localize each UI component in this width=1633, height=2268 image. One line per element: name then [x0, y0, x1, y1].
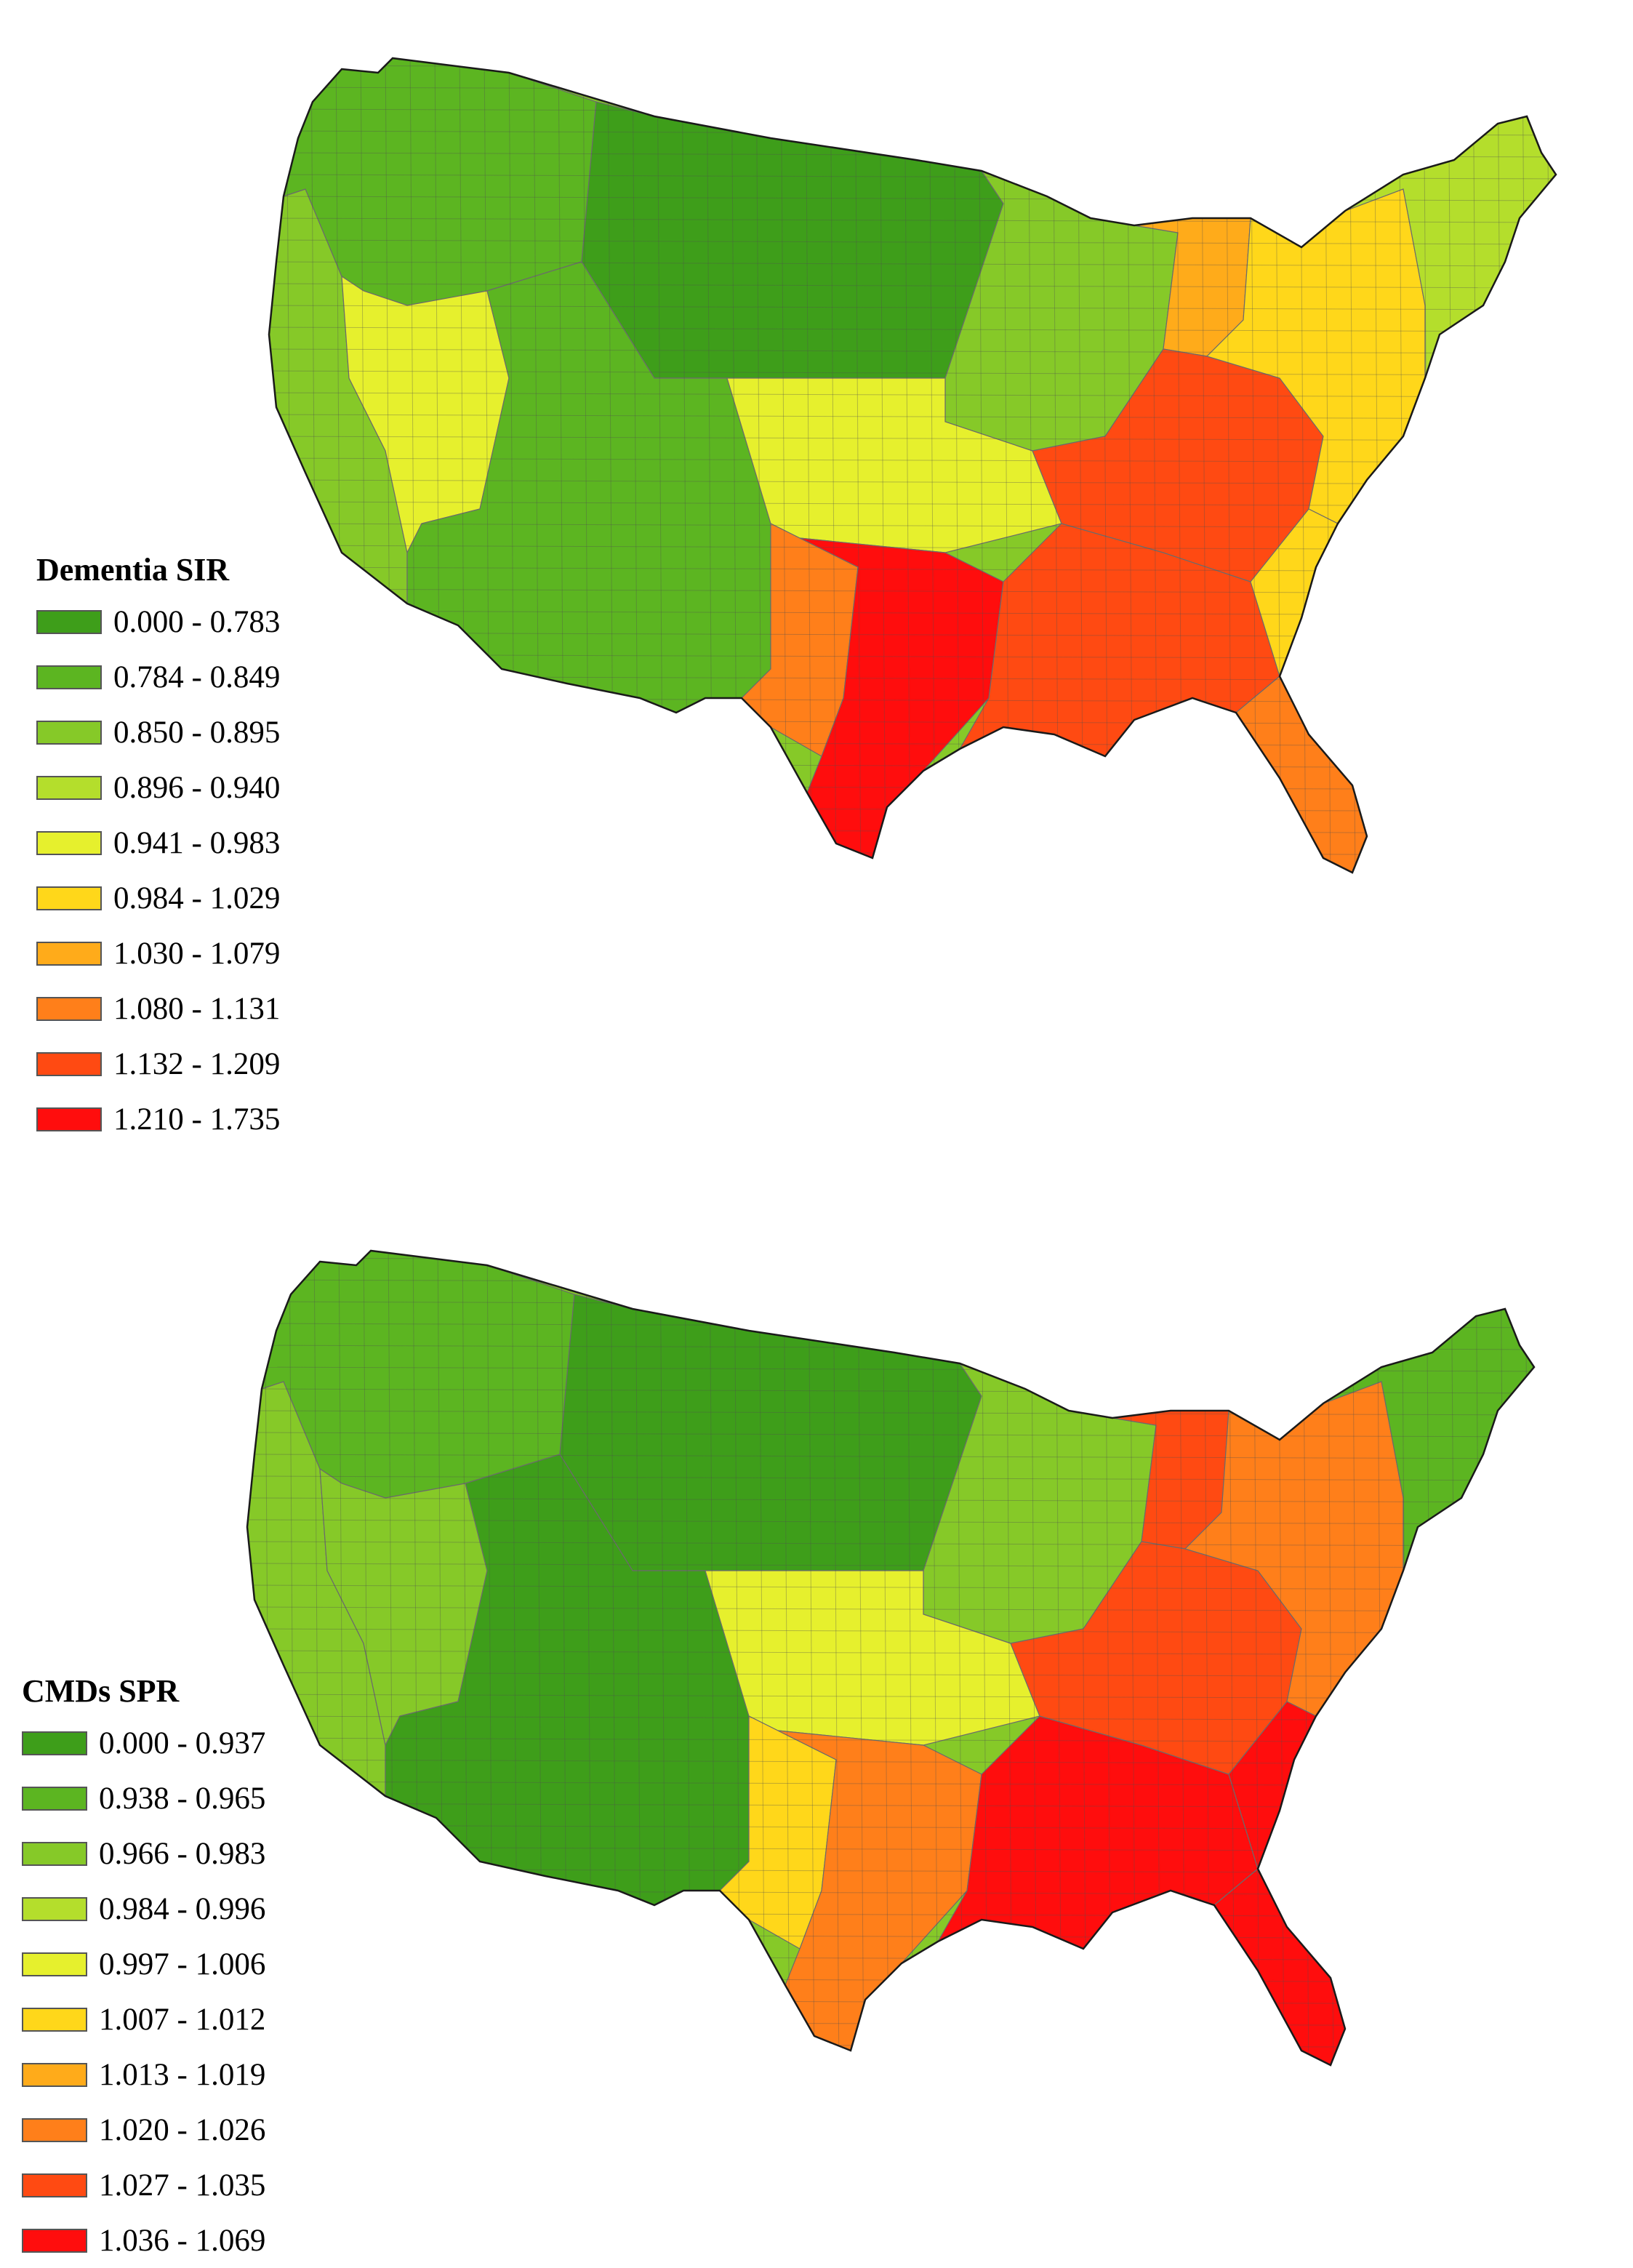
- legend-item: 0.984 - 1.029: [36, 870, 280, 926]
- legend-swatch: [36, 996, 102, 1021]
- legend-swatch: [36, 886, 102, 910]
- legend-item: 1.030 - 1.079: [36, 926, 280, 981]
- legend-label: 0.984 - 1.029: [113, 881, 281, 915]
- legend-title: CMDs SPR: [22, 1673, 180, 1709]
- legend-item: 1.007 - 1.012: [22, 1992, 265, 2047]
- dementia-sir-legend: Dementia SIR 0.000 - 0.783 0.784 - 0.849 0…: [36, 551, 280, 1147]
- region-florida: [1235, 676, 1368, 873]
- legend-item: 1.132 - 1.209: [36, 1036, 280, 1091]
- legend-swatch: [22, 1786, 87, 1811]
- legend-label: 1.013 - 1.019: [99, 2057, 266, 2092]
- legend-item: 0.784 - 0.849: [36, 649, 280, 705]
- cmds-spr-legend: CMDs SPR 0.000 - 0.937 0.938 - 0.965 0.966…: [22, 1672, 265, 2268]
- legend-label: 1.210 - 1.735: [113, 1102, 281, 1137]
- legend-swatch: [22, 1896, 87, 1921]
- legend-item: 0.850 - 0.895: [36, 705, 280, 760]
- legend-swatch: [36, 775, 102, 800]
- legend-swatch: [22, 2117, 87, 2142]
- legend-item: 1.080 - 1.131: [36, 981, 280, 1036]
- legend-label: 0.941 - 0.983: [113, 825, 281, 860]
- legend-label: 0.000 - 0.937: [99, 1726, 266, 1760]
- legend-item: 1.036 - 1.069: [22, 2213, 265, 2268]
- cmds-spr-map-panel: CMDs SPR 0.000 - 0.937 0.938 - 0.965 0.966…: [0, 1163, 1633, 2258]
- legend-label: 0.896 - 0.940: [113, 770, 281, 805]
- legend-label: 1.020 - 1.026: [99, 2112, 266, 2147]
- legend-label: 1.132 - 1.209: [113, 1046, 281, 1081]
- legend-item: 1.020 - 1.026: [22, 2102, 265, 2157]
- legend-item: 0.938 - 0.965: [22, 1771, 265, 1826]
- legend-item: 1.210 - 1.735: [36, 1091, 280, 1147]
- legend-swatch: [36, 1051, 102, 1076]
- legend-swatch: [22, 2173, 87, 2197]
- region-midwest-south: [705, 1570, 1040, 1746]
- legend-swatch: [36, 720, 102, 745]
- legend-item: 0.000 - 0.783: [36, 594, 280, 649]
- legend-item: 0.984 - 0.996: [22, 1881, 265, 1936]
- legend-swatch: [22, 2228, 87, 2253]
- legend-swatch: [36, 609, 102, 634]
- region-midwest-south: [726, 377, 1062, 553]
- legend-label: 1.036 - 1.069: [99, 2223, 266, 2258]
- legend-swatch: [22, 1731, 87, 1755]
- legend-swatch: [22, 1952, 87, 1976]
- legend-label: 0.850 - 0.895: [113, 715, 281, 750]
- legend-swatch: [22, 2062, 87, 2087]
- region-northern-plains: [581, 101, 1004, 379]
- cmds-spr-map: [246, 1249, 1536, 2067]
- legend-label: 0.966 - 0.983: [99, 1836, 266, 1871]
- legend-title: Dementia SIR: [36, 552, 230, 588]
- legend-label: 1.027 - 1.035: [99, 2168, 266, 2203]
- legend-label: 1.007 - 1.012: [99, 2002, 266, 2037]
- legend-item: 0.966 - 0.983: [22, 1826, 265, 1881]
- legend-label: 1.080 - 1.131: [113, 991, 281, 1026]
- legend-swatch: [36, 830, 102, 855]
- legend-item: 0.896 - 0.940: [36, 760, 280, 815]
- legend-item: 0.997 - 1.006: [22, 1936, 265, 1992]
- legend-label: 0.984 - 0.996: [99, 1891, 266, 1926]
- legend-swatch: [36, 941, 102, 966]
- us-outline: [246, 1249, 1536, 2067]
- legend-label: 0.784 - 0.849: [113, 660, 281, 694]
- region-florida: [1213, 1868, 1346, 2065]
- legend-swatch: [36, 1107, 102, 1131]
- legend-swatch: [22, 1841, 87, 1866]
- us-outline: [268, 57, 1557, 874]
- legend-label: 1.030 - 1.079: [113, 936, 281, 971]
- dementia-sir-map: [268, 57, 1557, 874]
- legend-swatch: [36, 665, 102, 689]
- legend-item: 0.941 - 0.983: [36, 815, 280, 870]
- legend-swatch: [22, 2007, 87, 2032]
- legend-item: 1.027 - 1.035: [22, 2157, 265, 2213]
- dementia-sir-map-panel: Dementia SIR 0.000 - 0.783 0.784 - 0.849 0…: [36, 57, 1557, 1147]
- legend-label: 0.000 - 0.783: [113, 604, 281, 639]
- region-northern-plains: [559, 1294, 982, 1571]
- legend-item: 1.013 - 1.019: [22, 2047, 265, 2102]
- legend-item: 0.000 - 0.937: [22, 1715, 265, 1771]
- legend-label: 0.938 - 0.965: [99, 1781, 266, 1816]
- legend-label: 0.997 - 1.006: [99, 1947, 266, 1982]
